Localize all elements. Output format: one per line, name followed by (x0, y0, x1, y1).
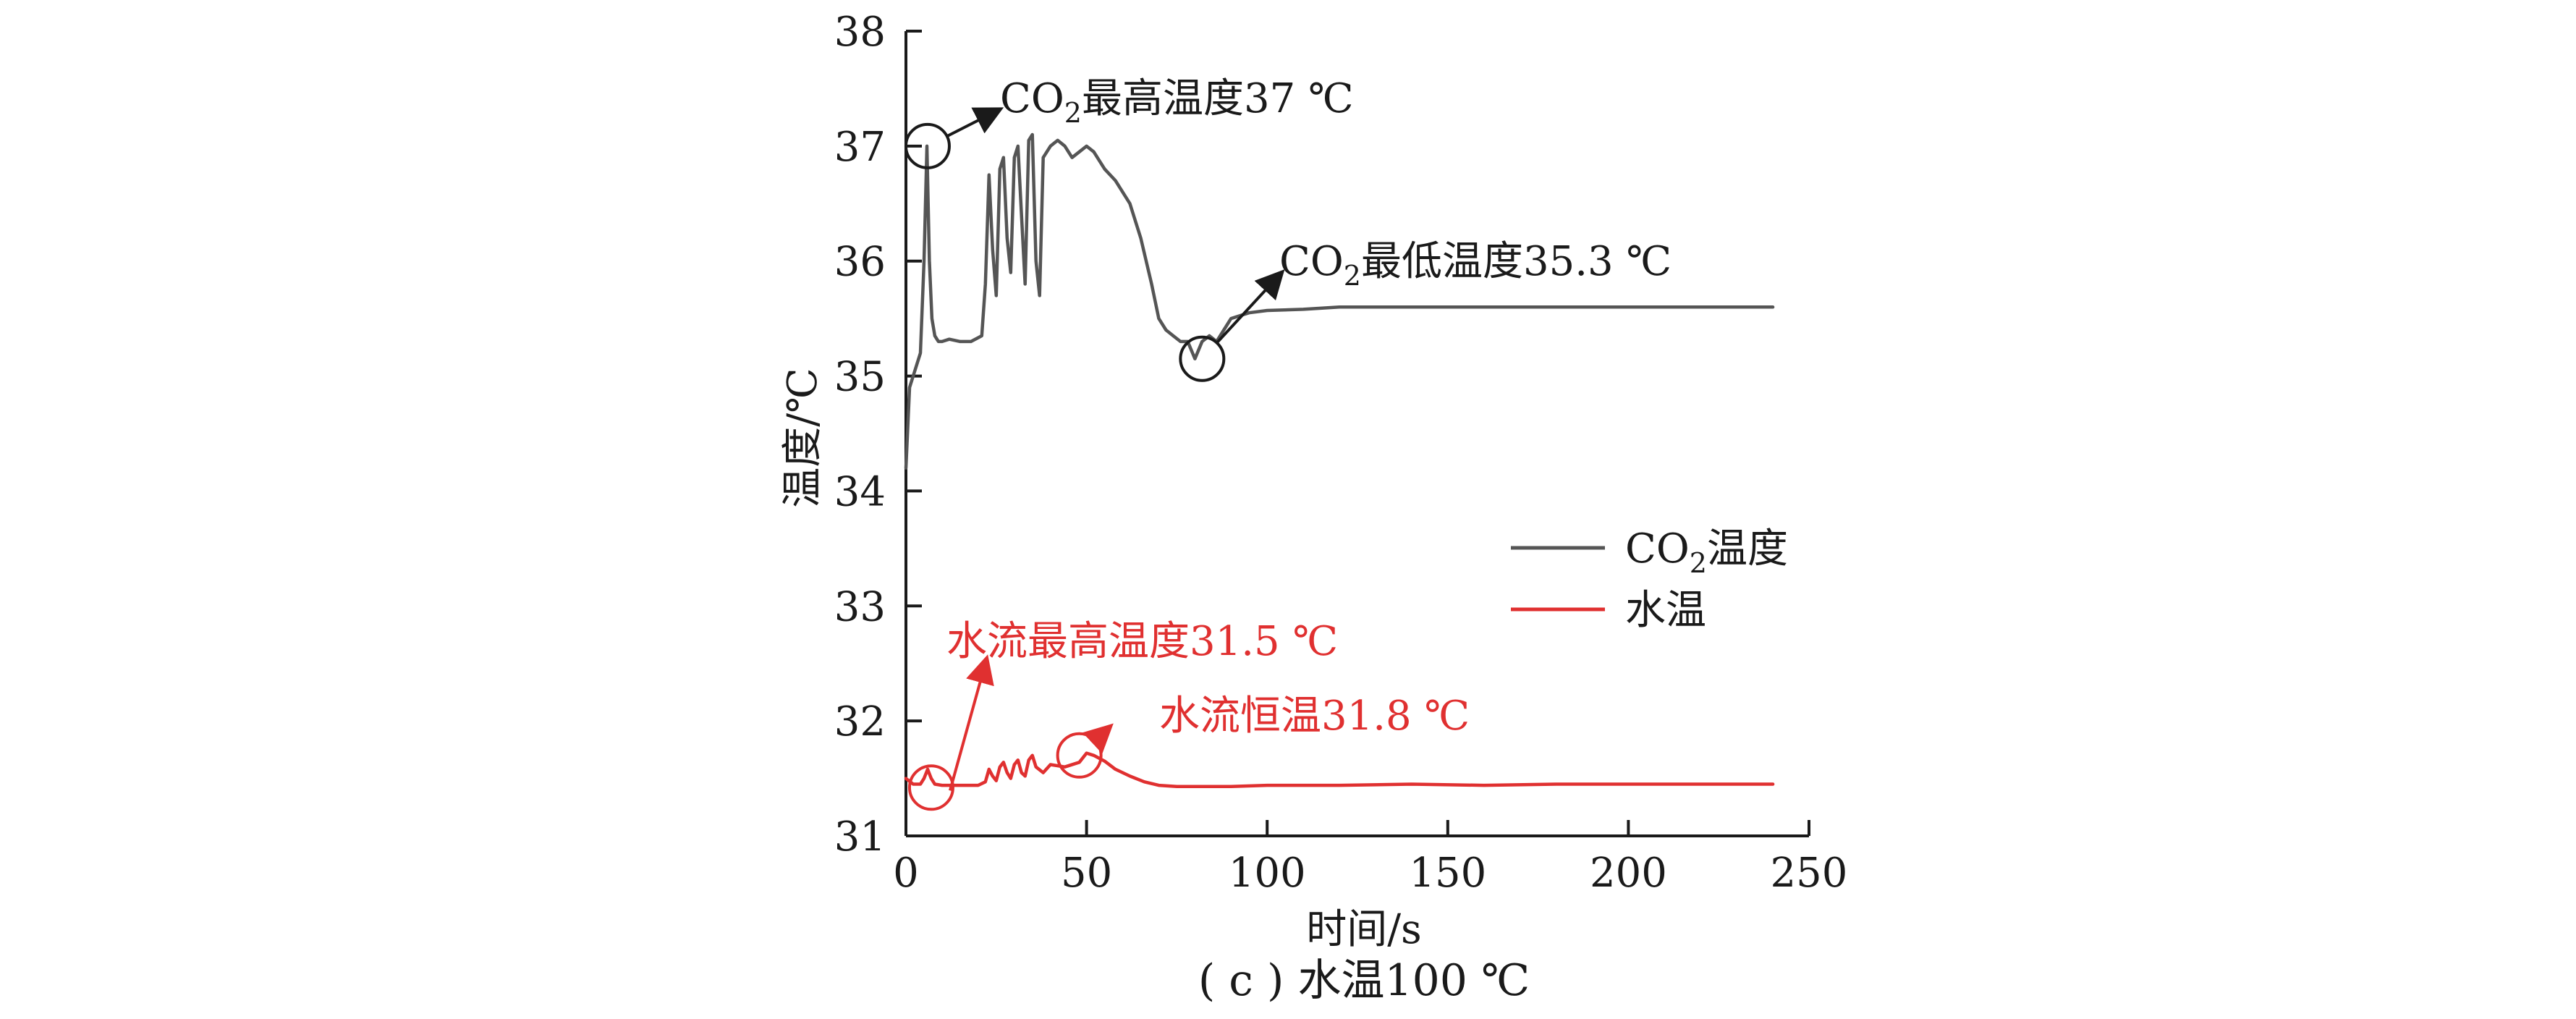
annotation-text-post: 最高温度37 ℃ (1082, 75, 1354, 122)
figure-caption: ( c ) 水温100 ℃ (1198, 955, 1530, 1006)
annotation-circle (907, 764, 954, 811)
y-axis-title: 温度/℃ (779, 368, 826, 508)
legend-label-water: 水温 (1625, 587, 1706, 634)
annotation-circle (904, 122, 951, 169)
x-tick-label: 100 (1229, 850, 1306, 897)
annotation-arrow (1082, 723, 1114, 754)
legend-label-co2: CO2温度 (1625, 525, 1788, 579)
x-axis-title: 时间/s (1306, 906, 1422, 953)
legend-subscript: 2 (1690, 547, 1707, 579)
y-tick-label: 35 (834, 354, 886, 401)
x-tick-label: 50 (1061, 850, 1112, 897)
legend-text-post: 温度 (1707, 525, 1788, 572)
x-tick-label: 150 (1409, 850, 1486, 897)
annotation-arrow (1216, 269, 1285, 344)
annotation-subscript: 2 (1064, 97, 1082, 129)
annotation-arrow (949, 654, 994, 791)
legend-text-pre: CO (1625, 525, 1690, 572)
annotation-arrow (946, 107, 1004, 138)
annotation-label: CO2最低温度35.3 ℃ (1279, 238, 1672, 292)
x-tick-label: 250 (1771, 850, 1848, 897)
x-tick-label: 200 (1590, 850, 1667, 897)
y-tick-label: 38 (834, 9, 886, 56)
y-tick-label: 32 (834, 698, 886, 745)
annotation-text-pre: CO (1279, 238, 1344, 285)
y-tick-label: 31 (834, 813, 886, 861)
annotation-text-post: 最低温度35.3 ℃ (1361, 238, 1672, 285)
series-line-co2 (904, 132, 1775, 470)
y-tick-label: 37 (834, 124, 886, 171)
annotation-label: CO2最高温度37 ℃ (1000, 75, 1354, 129)
axes: 0 50 100 150 200 250 31 32 33 34 35 36 37 38 (834, 9, 1848, 897)
annotation-label: 水流最高温度31.5 ℃ (946, 618, 1338, 665)
annotation-label: 水流恒温31.8 ℃ (1159, 693, 1470, 740)
series-line-water (904, 751, 1775, 788)
annotation-circle (1179, 335, 1226, 382)
y-tick-label: 33 (834, 583, 886, 630)
series-lines (904, 132, 1775, 788)
y-tick-label: 36 (834, 239, 886, 286)
annotation-subscript: 2 (1344, 260, 1361, 292)
y-tick-label: 34 (834, 468, 886, 515)
annotation-circle (1056, 732, 1103, 779)
x-tick-label: 0 (893, 850, 919, 897)
annotation-text-pre: CO (1000, 75, 1064, 122)
